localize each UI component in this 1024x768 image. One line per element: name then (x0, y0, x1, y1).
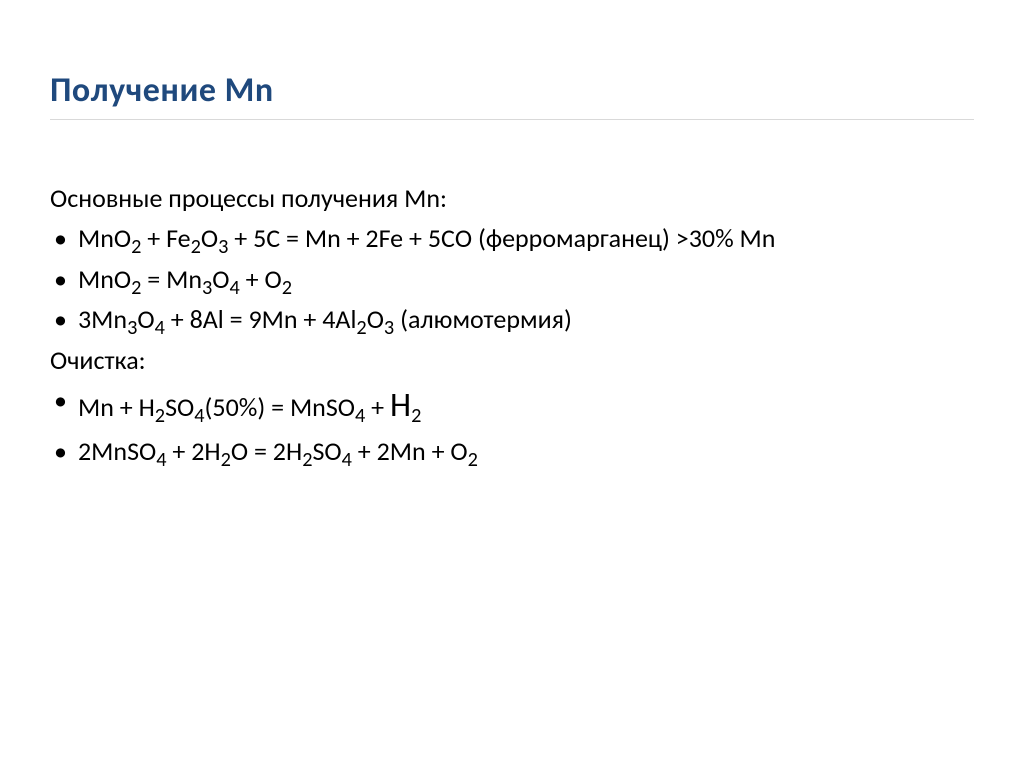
eq-text: MnO (78, 263, 131, 295)
intro-line: Основные процессы получения Mn: (50, 180, 974, 216)
eq-text: MnO (78, 222, 131, 254)
eq-text: O = 2H (231, 435, 302, 467)
eq-sub: 3 (202, 276, 212, 300)
list-item: 3Mn3O4 + 8Al = 9Mn + 4Al2O3 (алюмотермия… (50, 301, 974, 337)
eq-sub: 4 (355, 404, 365, 428)
eq-sub: 2 (411, 404, 421, 428)
eq-sub: 4 (155, 316, 165, 340)
eq-sub: 2 (302, 448, 312, 472)
list-item: Mn + H2SO4(50%) = MnSO4 + Н2 (50, 382, 974, 429)
eq-text: + 8Al = 9Mn + 4Al (165, 303, 357, 335)
list-item: MnO2 + Fe2O3 + 5C = Mn + 2Fe + 5СО (ферр… (50, 220, 974, 256)
eq-text: SO (165, 391, 194, 423)
eq-text: (50%) = MnSO (205, 391, 355, 423)
eq-sub: 4 (194, 404, 204, 428)
eq-sub: 4 (156, 448, 166, 472)
eq-text: SO (312, 435, 341, 467)
eq-sub: 3 (218, 236, 228, 260)
eq-sub: 3 (127, 316, 137, 340)
eq-text: + Fe (141, 222, 190, 254)
eq-text: + O (240, 263, 282, 295)
eq-sub: 2 (356, 316, 366, 340)
eq-sub: 2 (282, 276, 292, 300)
eq-text: O (212, 263, 229, 295)
eq-sub: 3 (384, 316, 394, 340)
slide-title: Получение Mn (50, 70, 974, 111)
eq-sub: 2 (221, 448, 231, 472)
eq-text: O (367, 303, 384, 335)
eq-text: + 2H (167, 435, 221, 467)
eq-text: 3Mn (78, 303, 127, 335)
eq-text-big: Н (390, 385, 411, 426)
list-item: MnO2 = Mn3O4 + O2 (50, 261, 974, 297)
eq-sub: 2 (131, 236, 141, 260)
eq-sub: 2 (191, 236, 201, 260)
eq-sub: 2 (155, 404, 165, 428)
eq-sub: 4 (342, 448, 352, 472)
eq-text: O (137, 303, 154, 335)
purify-list: Mn + H2SO4(50%) = MnSO4 + Н2 2MnSO4 + 2H… (50, 382, 974, 470)
title-underline (50, 119, 974, 120)
eq-text: (алюмотермия) (394, 303, 572, 335)
eq-text: O (201, 222, 218, 254)
eq-text: = Mn (141, 263, 202, 295)
list-item: 2MnSO4 + 2H2O = 2H2SO4 + 2Mn + O2 (50, 433, 974, 469)
eq-text: + (365, 391, 390, 423)
eq-sub: 4 (230, 276, 240, 300)
eq-sub: 2 (131, 276, 141, 300)
eq-text: + 2Mn + O (352, 435, 468, 467)
eq-text: 2MnSO (78, 435, 156, 467)
eq-text: Mn + H (78, 391, 155, 423)
slide-body: Основные процессы получения Mn: MnO2 + F… (50, 180, 974, 470)
eq-sub: 2 (468, 448, 478, 472)
process-list: MnO2 + Fe2O3 + 5C = Mn + 2Fe + 5СО (ферр… (50, 220, 974, 337)
purify-label: Очистка: (50, 342, 974, 378)
eq-text: + 5C = Mn + 2Fe + 5СО (ферромарганец) >3… (228, 222, 775, 254)
